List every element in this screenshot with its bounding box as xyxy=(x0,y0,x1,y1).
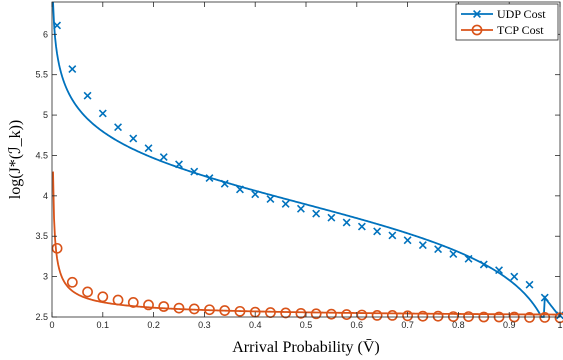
tcp-point xyxy=(341,309,353,320)
x-tick-label: 0.1 xyxy=(97,320,110,330)
tcp-point xyxy=(310,308,322,320)
x-tick-label: 0.6 xyxy=(351,320,364,330)
udp-point xyxy=(373,227,382,236)
udp-point xyxy=(296,204,305,213)
udp-point xyxy=(327,213,336,222)
x-tick-label: 1 xyxy=(557,320,562,330)
tcp-point xyxy=(280,307,292,319)
y-axis-ticks: 2.5 3 3.5 4 4.5 5 5.5 6 xyxy=(35,29,560,322)
y-tick-label: 4.5 xyxy=(35,150,48,160)
y-tick-label: 4 xyxy=(43,191,48,201)
tcp-point xyxy=(325,308,337,320)
udp-point xyxy=(175,160,183,169)
udp-point xyxy=(53,21,62,30)
tcp-point xyxy=(356,309,368,321)
udp-point xyxy=(434,245,443,254)
udp-point xyxy=(98,109,107,118)
udp-point xyxy=(540,293,549,302)
tcp-point xyxy=(127,297,139,308)
udp-point xyxy=(342,218,351,227)
udp-point xyxy=(68,65,77,74)
tcp-point xyxy=(295,307,307,319)
tcp-point xyxy=(51,242,63,254)
tcp-point xyxy=(432,310,444,322)
x-tick-label: 0.2 xyxy=(147,320,160,330)
y-tick-label: 6 xyxy=(43,29,48,39)
udp-point xyxy=(449,250,458,258)
udp-point xyxy=(144,144,153,153)
series-line-udp-cost xyxy=(52,1,561,318)
udp-point xyxy=(83,91,92,100)
tcp-point xyxy=(447,311,459,322)
tcp-point xyxy=(463,311,474,322)
tcp-point xyxy=(158,301,170,312)
udp-point xyxy=(464,254,473,263)
udp-point xyxy=(190,167,199,176)
tcp-point xyxy=(524,312,535,323)
x-tick-label: 0.3 xyxy=(198,320,211,330)
udp-point xyxy=(129,134,138,143)
x-tick-label: 0.4 xyxy=(249,320,262,330)
udp-point xyxy=(159,153,168,162)
x-tick-label: 0 xyxy=(49,320,54,330)
tcp-point xyxy=(417,310,429,322)
tcp-point xyxy=(143,299,154,311)
x-axis-label: Arrival Probability (V̄) xyxy=(232,339,380,356)
x-tick-label: 0.7 xyxy=(401,320,414,330)
tcp-point xyxy=(234,305,246,317)
tcp-point xyxy=(386,309,398,321)
y-axis-label: log(J*(ℐ_k)) xyxy=(7,120,24,200)
udp-point xyxy=(114,123,123,132)
udp-point xyxy=(312,209,321,218)
udp-point xyxy=(418,241,427,250)
tcp-point xyxy=(371,309,383,321)
tcp-point xyxy=(188,303,200,315)
y-tick-label: 3 xyxy=(43,272,48,282)
udp-point xyxy=(510,272,519,281)
tcp-point xyxy=(219,305,231,316)
tcp-point xyxy=(66,276,78,288)
legend-box xyxy=(455,3,559,41)
y-tick-label: 2.5 xyxy=(35,312,48,322)
tcp-point xyxy=(402,310,413,322)
udp-point xyxy=(403,236,412,245)
udp-point xyxy=(525,280,534,289)
plot-frame xyxy=(51,1,561,318)
series-line-tcp-cost xyxy=(52,171,561,316)
legend-label: TCP Cost xyxy=(497,23,544,37)
udp-point xyxy=(495,266,504,275)
udp-point xyxy=(479,260,488,269)
tcp-point xyxy=(539,312,551,323)
legend-marker xyxy=(471,24,483,36)
udp-point xyxy=(235,185,244,194)
tcp-point xyxy=(173,302,185,314)
udp-point xyxy=(266,195,275,204)
legend-marker xyxy=(473,10,481,18)
udp-point xyxy=(220,179,229,188)
y-tick-label: 5 xyxy=(43,110,48,120)
legend: UDP Cost TCP Cost xyxy=(455,3,559,41)
series-curves xyxy=(52,1,561,318)
x-tick-label: 0.5 xyxy=(300,320,313,330)
udp-point xyxy=(251,190,260,199)
tcp-point xyxy=(97,291,109,303)
y-tick-label: 5.5 xyxy=(35,70,48,80)
x-axis-ticks: 0 0.1 0.2 0.3 0.4 0.5 0.6 0.7 0.8 0.9 1 xyxy=(49,2,563,330)
udp-point xyxy=(357,222,366,231)
y-tick-label: 3.5 xyxy=(35,231,48,241)
x-tick-label: 0.8 xyxy=(452,320,465,330)
udp-point xyxy=(388,231,397,240)
udp-point xyxy=(281,199,290,208)
x-tick-label: 0.9 xyxy=(503,320,516,330)
tcp-point xyxy=(204,304,215,316)
udp-point xyxy=(205,174,214,183)
tcp-point xyxy=(112,294,124,306)
tcp-point xyxy=(82,286,93,298)
series-markers xyxy=(51,21,563,324)
legend-label: UDP Cost xyxy=(497,7,546,21)
